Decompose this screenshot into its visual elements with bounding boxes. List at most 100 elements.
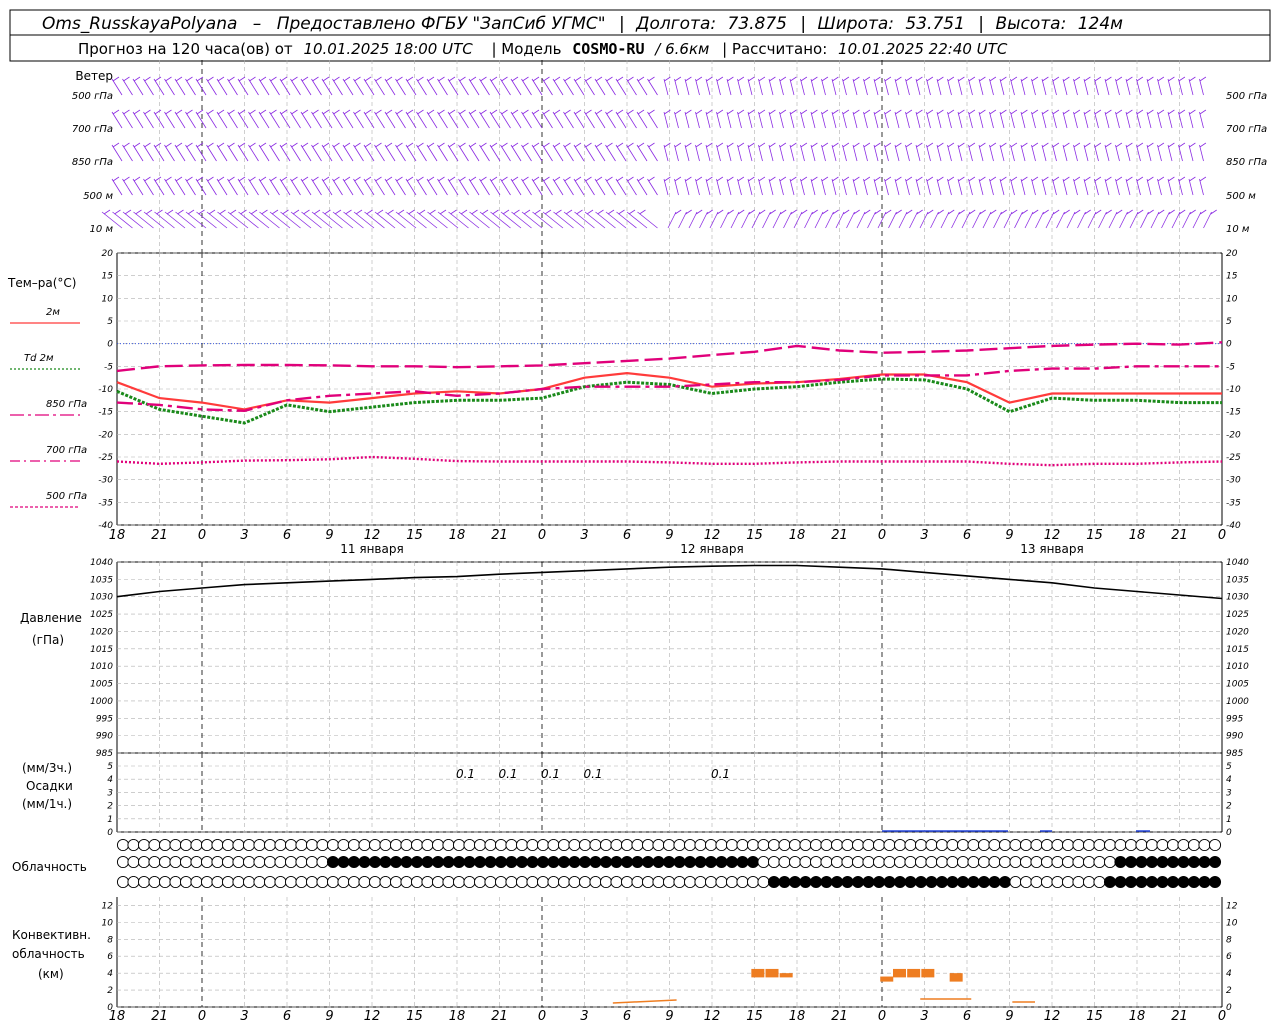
wind-barb: [1157, 144, 1162, 162]
wind-barb-feather: [916, 109, 923, 115]
cloud-symbol: [820, 875, 833, 889]
wind-barb-feather: [522, 142, 529, 148]
wind-barb: [663, 78, 669, 96]
wind-barb: [405, 144, 417, 162]
precip-value-label: 0.1: [456, 767, 475, 781]
wind-barb-feather: [123, 176, 130, 182]
wind-barb: [1062, 111, 1068, 129]
cloud-symbol: [683, 875, 697, 889]
cloud-symbol: [883, 838, 896, 852]
cloud-symbol: [1009, 838, 1022, 852]
wind-barb-feather: [175, 176, 183, 182]
cloud-symbol: [694, 875, 707, 889]
wind-barb-feather: [154, 76, 162, 82]
cloud-symbol: [830, 875, 844, 889]
conv-tick-label: 10: [102, 918, 114, 928]
wind-barb: [1150, 211, 1160, 229]
wind-barb: [1098, 211, 1107, 229]
temp-tick-label: 5: [1226, 317, 1232, 327]
wind-barb: [674, 78, 679, 96]
cloud-title: Облачность: [12, 860, 87, 874]
wind-barb: [915, 178, 921, 196]
wind-barb: [552, 178, 564, 196]
wind-barb-feather: [501, 109, 508, 115]
wind-barb: [978, 78, 984, 96]
wind-barb: [1171, 211, 1181, 229]
wind-barb-feather: [895, 76, 902, 82]
cloud-symbol: [631, 875, 644, 889]
wind-barb-feather: [154, 142, 162, 148]
cloud-symbol: [1040, 855, 1054, 869]
wind-barb: [1077, 211, 1086, 229]
wind-barb: [699, 211, 708, 229]
wind-barb-feather: [186, 76, 193, 82]
wind-barb: [489, 111, 501, 129]
wind-barb: [1094, 111, 1099, 129]
wind-barb: [238, 211, 259, 229]
wind-barb: [447, 78, 459, 96]
wind-barb: [605, 144, 616, 162]
wind-barb: [227, 78, 238, 96]
cloud-symbol: [242, 838, 256, 852]
cloud-symbol: [925, 875, 938, 889]
cloud-symbol: [820, 838, 833, 852]
wind-barb-feather: [501, 76, 508, 82]
wind-barb: [1024, 211, 1034, 229]
wind-barb: [111, 111, 123, 129]
wind-barb: [594, 111, 606, 129]
cloud-symbol: [652, 875, 665, 889]
cloud-symbol: [505, 875, 518, 889]
conv-bar: [907, 968, 921, 978]
precip-unit3: (мм/3ч.): [22, 761, 72, 775]
wind-barb-feather: [685, 142, 692, 148]
conv-tick-label: 12: [102, 901, 114, 911]
time-tick-label: 21: [831, 1009, 848, 1024]
time-tick-label: 15: [746, 528, 763, 543]
wind-barb: [301, 211, 322, 229]
wind-barb-feather: [196, 76, 204, 82]
wind-barb: [185, 178, 196, 196]
wind-barb-feather: [916, 209, 923, 215]
cloud-symbol: [358, 838, 371, 852]
wind-barb: [279, 78, 291, 96]
conv-tick-label: 8: [107, 935, 113, 945]
wind-barb: [1136, 111, 1141, 129]
wind-barb: [783, 211, 792, 229]
wind-barb-feather: [123, 76, 130, 82]
wind-barb: [957, 111, 963, 129]
wind-barb: [195, 78, 207, 96]
wind-barb: [384, 144, 396, 162]
wind-barb-feather: [800, 142, 808, 148]
wind-barb-feather: [779, 209, 787, 215]
cloud-symbol: [1156, 855, 1169, 869]
wind-barb-feather: [112, 176, 120, 182]
wind-barb: [510, 78, 522, 96]
cloud-symbol: [1145, 838, 1159, 852]
cloud-symbol: [967, 875, 980, 889]
precip-tick-label: 0: [1226, 828, 1232, 838]
wind-barb: [1045, 211, 1055, 229]
wind-barb-feather: [637, 76, 645, 82]
wind-barb: [747, 144, 753, 162]
wind-barb-feather: [863, 142, 871, 148]
wind-title: Ветер: [75, 69, 113, 83]
wind-barb: [332, 144, 343, 162]
wind-barb: [821, 78, 826, 96]
wind-barb: [500, 111, 511, 129]
wind-barb: [873, 144, 879, 162]
cloud-symbol: [389, 838, 403, 852]
wind-barb-feather: [1115, 176, 1123, 182]
wind-barb: [1094, 178, 1099, 196]
wind-barb-feather: [1199, 142, 1207, 148]
cloud-symbol: [988, 855, 1001, 869]
wind-barb-feather: [1010, 176, 1018, 182]
wind-barb-feather: [790, 76, 797, 82]
time-tick-label: 0: [538, 1009, 546, 1024]
wind-barb-feather: [1189, 209, 1196, 215]
pressure-tick-label: 1025: [90, 610, 113, 620]
cloud-symbol: [452, 875, 466, 889]
wind-barb: [1203, 211, 1212, 229]
cloud-symbol: [232, 875, 245, 889]
